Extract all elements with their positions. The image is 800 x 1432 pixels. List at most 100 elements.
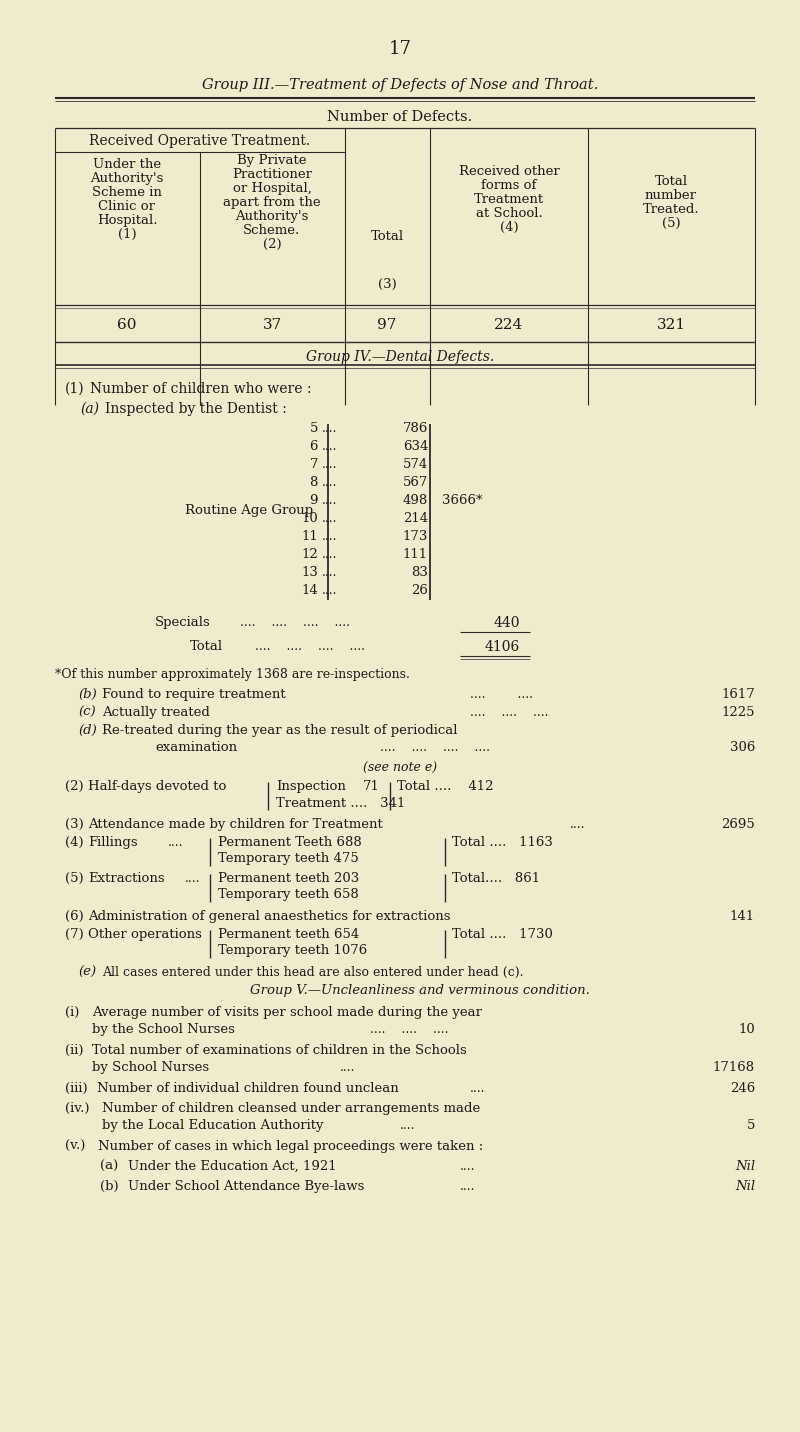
Text: ....: .... <box>400 1118 415 1133</box>
Text: (2): (2) <box>65 780 84 793</box>
Text: Under the: Under the <box>93 158 161 170</box>
Text: 8: 8 <box>310 475 318 488</box>
Text: 6: 6 <box>310 440 318 453</box>
Text: (6): (6) <box>65 909 84 924</box>
Text: (4): (4) <box>65 836 84 849</box>
Text: 26: 26 <box>411 584 428 597</box>
Text: Scheme in: Scheme in <box>92 186 162 199</box>
Text: ....        ....: .... .... <box>470 687 533 702</box>
Text: Treated.: Treated. <box>642 203 699 216</box>
Text: 111: 111 <box>403 548 428 561</box>
Text: 71: 71 <box>363 780 380 793</box>
Text: Nil: Nil <box>735 1180 755 1193</box>
Text: ....: .... <box>322 530 338 543</box>
Text: Total ....   1163: Total .... 1163 <box>452 836 553 849</box>
Text: ....: .... <box>570 818 586 831</box>
Text: ....: .... <box>322 458 338 471</box>
Text: 214: 214 <box>403 513 428 526</box>
Text: Under the Education Act, 1921: Under the Education Act, 1921 <box>128 1160 337 1173</box>
Text: Received Operative Treatment.: Received Operative Treatment. <box>90 135 310 147</box>
Text: ....: .... <box>322 584 338 597</box>
Text: Received other: Received other <box>458 165 559 178</box>
Text: Group V.—Uncleanliness and verminous condition.: Group V.—Uncleanliness and verminous con… <box>250 984 590 997</box>
Text: 13: 13 <box>301 566 318 579</box>
Text: Number of cases in which legal proceedings were taken :: Number of cases in which legal proceedin… <box>98 1140 483 1153</box>
Text: number: number <box>645 189 697 202</box>
Text: 9: 9 <box>310 494 318 507</box>
Text: Permanent teeth 203: Permanent teeth 203 <box>218 872 359 885</box>
Text: (v.): (v.) <box>65 1140 86 1153</box>
Text: 3666*: 3666* <box>442 494 482 507</box>
Text: Total: Total <box>370 231 403 243</box>
Text: ....    ....    ....    ....: .... .... .... .... <box>240 616 350 629</box>
Text: Treatment ....   341: Treatment .... 341 <box>276 798 406 811</box>
Text: ....    ....    ....    ....: .... .... .... .... <box>255 640 365 653</box>
Text: 14: 14 <box>302 584 318 597</box>
Text: ....    ....    ....: .... .... .... <box>470 706 549 719</box>
Text: ....: .... <box>460 1160 475 1173</box>
Text: 5: 5 <box>746 1118 755 1133</box>
Text: ....: .... <box>168 836 183 849</box>
Text: 17: 17 <box>389 40 411 59</box>
Text: ....: .... <box>460 1180 475 1193</box>
Text: Total....   861: Total.... 861 <box>452 872 540 885</box>
Text: (a): (a) <box>100 1160 118 1173</box>
Text: Practitioner: Practitioner <box>232 168 312 180</box>
Text: 306: 306 <box>730 740 755 755</box>
Text: (d): (d) <box>78 725 97 737</box>
Text: 4106: 4106 <box>485 640 520 654</box>
Text: ....: .... <box>322 513 338 526</box>
Text: Treatment: Treatment <box>474 193 544 206</box>
Text: 440: 440 <box>494 616 520 630</box>
Text: Re-treated during the year as the result of periodical: Re-treated during the year as the result… <box>102 725 458 737</box>
Text: Average number of visits per school made during the year: Average number of visits per school made… <box>92 1007 482 1020</box>
Text: ....: .... <box>322 494 338 507</box>
Text: Extractions: Extractions <box>88 872 165 885</box>
Text: 17168: 17168 <box>713 1061 755 1074</box>
Text: Total number of examinations of children in the Schools: Total number of examinations of children… <box>92 1044 466 1057</box>
Text: ....: .... <box>340 1061 355 1074</box>
Text: Inspected by the Dentist :: Inspected by the Dentist : <box>105 402 286 417</box>
Text: 7: 7 <box>310 458 318 471</box>
Text: 60: 60 <box>118 318 137 332</box>
Text: (i): (i) <box>65 1007 79 1020</box>
Text: Group III.—Treatment of Defects of Nose and Throat.: Group III.—Treatment of Defects of Nose … <box>202 77 598 92</box>
Text: Total ....    412: Total .... 412 <box>397 780 494 793</box>
Text: Actually treated: Actually treated <box>102 706 210 719</box>
Text: by the School Nurses: by the School Nurses <box>92 1022 235 1035</box>
Text: (a): (a) <box>80 402 99 417</box>
Text: Attendance made by children for Treatment: Attendance made by children for Treatmen… <box>88 818 382 831</box>
Text: (b): (b) <box>78 687 97 702</box>
Text: Temporary teeth 658: Temporary teeth 658 <box>218 888 358 901</box>
Text: (c): (c) <box>78 706 96 719</box>
Text: Nil: Nil <box>735 1160 755 1173</box>
Text: Total: Total <box>654 175 687 188</box>
Text: Temporary teeth 475: Temporary teeth 475 <box>218 852 358 865</box>
Text: 2695: 2695 <box>722 818 755 831</box>
Text: 246: 246 <box>730 1083 755 1095</box>
Text: Number of children cleansed under arrangements made: Number of children cleansed under arrang… <box>102 1103 480 1116</box>
Text: 173: 173 <box>402 530 428 543</box>
Text: (1): (1) <box>118 228 136 241</box>
Text: ....    ....    ....: .... .... .... <box>370 1022 449 1035</box>
Text: or Hospital,: or Hospital, <box>233 182 311 195</box>
Text: ....: .... <box>322 548 338 561</box>
Text: 12: 12 <box>302 548 318 561</box>
Text: Permanent Teeth 688: Permanent Teeth 688 <box>218 836 362 849</box>
Text: 11: 11 <box>302 530 318 543</box>
Text: Clinic or: Clinic or <box>98 200 155 213</box>
Text: 634: 634 <box>402 440 428 453</box>
Text: (4): (4) <box>500 221 518 233</box>
Text: 141: 141 <box>730 909 755 924</box>
Text: Permanent teeth 654: Permanent teeth 654 <box>218 928 359 941</box>
Text: 567: 567 <box>402 475 428 488</box>
Text: Group IV.—Dental Defects.: Group IV.—Dental Defects. <box>306 349 494 364</box>
Text: ....: .... <box>185 872 201 885</box>
Text: (5): (5) <box>662 218 680 231</box>
Text: 1617: 1617 <box>722 687 755 702</box>
Text: By Private: By Private <box>238 155 306 168</box>
Text: (see note e): (see note e) <box>363 762 437 775</box>
Text: Number of individual children found unclean: Number of individual children found uncl… <box>97 1083 398 1095</box>
Text: (3): (3) <box>378 278 396 291</box>
Text: (b): (b) <box>100 1180 118 1193</box>
